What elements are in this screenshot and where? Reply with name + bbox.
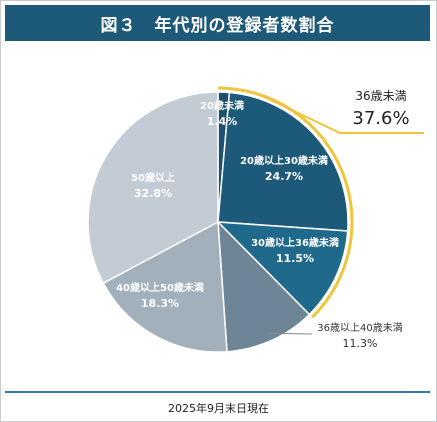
chart-title: 図３ 年代別の登録者数割合 bbox=[100, 15, 335, 36]
callout-layer: 36歳未満 37.6% bbox=[258, 89, 424, 134]
footer-note: 2025年9月末日現在 bbox=[168, 402, 269, 415]
callout-leader-line bbox=[258, 93, 341, 134]
slice-category-label: 20歳以上30歳未満 bbox=[240, 154, 328, 167]
pie-chart: 20歳未満 1.4% 20歳以上30歳未満 24.7% 30歳以上36歳未満 11.5% 3… bbox=[87, 86, 424, 353]
slice-category-label: 36歳以上40歳未満 bbox=[317, 322, 402, 334]
slice-category-label: 30歳以上36歳未満 bbox=[251, 236, 339, 249]
pie-slice bbox=[216, 221, 349, 316]
pie-slice bbox=[217, 91, 349, 232]
pie-slice bbox=[87, 91, 219, 285]
slice-category-label: 20歳未満 bbox=[200, 99, 244, 112]
slice-category-label: 50歳以上 bbox=[131, 171, 175, 184]
slice-value-label: 11.5% bbox=[276, 252, 314, 265]
slice-value-label: 1.4% bbox=[207, 115, 238, 128]
pie-slice bbox=[102, 220, 228, 353]
slice-value-label: 32.8% bbox=[134, 187, 172, 200]
callout-value: 37.6% bbox=[352, 108, 409, 129]
title-banner: 図３ 年代別の登録者数割合 bbox=[5, 5, 430, 41]
label-layer: 20歳未満 1.4% 20歳以上30歳未満 24.7% 30歳以上36歳未満 11.5% 3… bbox=[116, 99, 403, 350]
slice-value-label: 18.3% bbox=[141, 297, 179, 310]
slice-value-label: 11.3% bbox=[343, 337, 378, 350]
footer-divider bbox=[5, 391, 430, 393]
pie-slice bbox=[217, 220, 311, 353]
slice-layer bbox=[87, 91, 349, 353]
callout-label: 36歳未満 bbox=[355, 89, 406, 103]
slice-category-label: 40歳以上50歳未満 bbox=[116, 281, 204, 294]
slice-leader-line bbox=[268, 332, 313, 335]
slice-value-label: 24.7% bbox=[265, 170, 303, 183]
